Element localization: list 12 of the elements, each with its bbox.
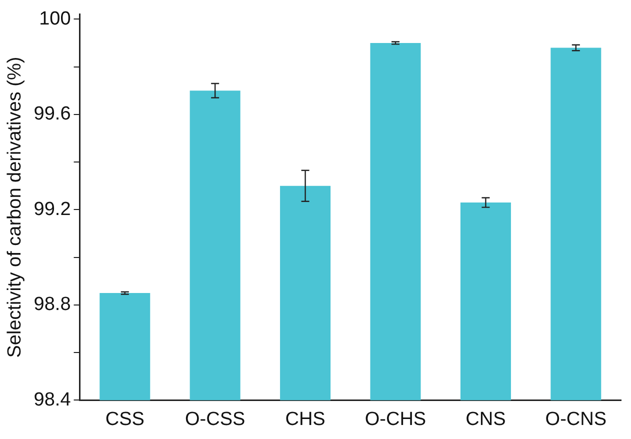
y-tick-label: 100	[39, 8, 71, 30]
x-tick-label: O-CHS	[364, 408, 426, 430]
y-axis-title: Selectivity of carbon derivatives (%)	[4, 56, 26, 358]
x-tick-label: O-CSS	[184, 408, 246, 430]
x-tick-label: CHS	[285, 408, 326, 430]
y-tick-label: 99.2	[34, 198, 71, 220]
x-tick-label: CSS	[105, 408, 144, 430]
y-tick-label: 98.4	[34, 389, 72, 410]
x-tick-label: O-CNS	[545, 408, 607, 430]
y-tick-label: 98.8	[34, 294, 71, 316]
x-tick-label: CNS	[466, 408, 506, 430]
y-tick-label: 99.6	[34, 104, 71, 125]
